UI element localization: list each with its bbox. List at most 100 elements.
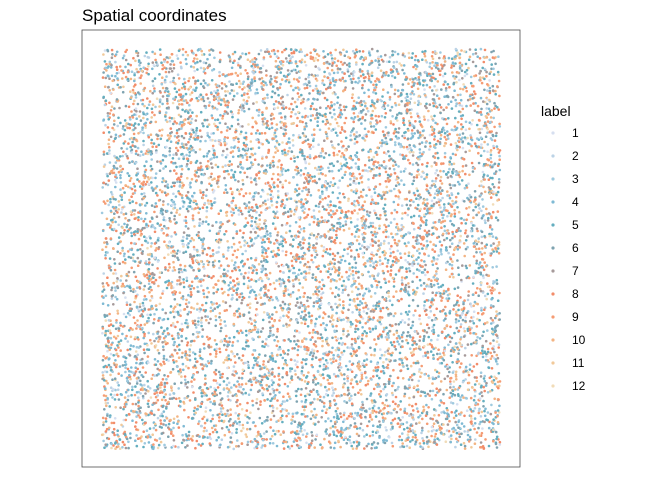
scatter-point (412, 347, 416, 351)
scatter-point (471, 170, 475, 173)
scatter-point (343, 173, 347, 177)
scatter-point (237, 444, 240, 448)
scatter-point (254, 381, 258, 384)
scatter-point (204, 61, 208, 65)
scatter-point (213, 339, 217, 342)
scatter-point (282, 324, 285, 328)
scatter-point (289, 84, 293, 88)
scatter-point (166, 60, 169, 64)
scatter-point (123, 191, 126, 194)
scatter-point (102, 95, 105, 99)
scatter-point (334, 387, 337, 391)
scatter-point (310, 431, 314, 434)
scatter-point (457, 110, 461, 113)
scatter-point (265, 106, 268, 110)
scatter-point (477, 118, 481, 122)
scatter-point (468, 149, 471, 152)
scatter-point (176, 149, 180, 152)
scatter-point (301, 209, 305, 213)
scatter-point (483, 261, 487, 264)
scatter-point (459, 234, 463, 238)
scatter-point (475, 247, 478, 251)
scatter-point (411, 163, 415, 166)
scatter-point (137, 123, 140, 126)
scatter-point (319, 383, 323, 386)
scatter-point (486, 321, 489, 324)
scatter-point (302, 374, 306, 377)
scatter-point (233, 383, 236, 387)
scatter-point (260, 270, 264, 274)
scatter-point (251, 404, 255, 407)
scatter-point (386, 173, 390, 177)
scatter-point (124, 315, 128, 319)
scatter-point (161, 102, 164, 106)
scatter-point (287, 215, 290, 218)
scatter-point (199, 260, 203, 263)
scatter-point (203, 421, 207, 425)
scatter-point (105, 404, 108, 408)
scatter-point (358, 50, 362, 53)
scatter-point (178, 103, 181, 106)
scatter-point (379, 395, 382, 398)
scatter-point (143, 217, 147, 221)
scatter-point (191, 333, 195, 336)
scatter-point (399, 252, 402, 255)
scatter-point (350, 323, 353, 326)
scatter-point (282, 314, 285, 318)
scatter-point (188, 151, 191, 154)
scatter-point (495, 340, 499, 344)
scatter-point (188, 350, 192, 354)
scatter-point (421, 417, 424, 421)
scatter-point (270, 203, 274, 207)
scatter-point (453, 246, 457, 250)
scatter-point (263, 240, 266, 244)
scatter-point (436, 139, 440, 143)
scatter-point (416, 163, 420, 167)
scatter-point (414, 433, 417, 437)
scatter-point (363, 200, 367, 203)
scatter-point (423, 177, 426, 181)
scatter-point (375, 264, 378, 267)
scatter-point (361, 326, 364, 329)
scatter-point (452, 202, 455, 206)
scatter-point (156, 446, 160, 450)
scatter-point (221, 114, 225, 118)
scatter-point (440, 88, 443, 91)
scatter-point (300, 361, 304, 364)
scatter-point (296, 365, 299, 369)
scatter-point (407, 254, 411, 258)
scatter-point (349, 320, 353, 324)
scatter-point (122, 150, 125, 154)
scatter-points (100, 47, 502, 451)
scatter-point (303, 207, 307, 211)
scatter-point (450, 162, 454, 166)
scatter-point (460, 123, 463, 126)
scatter-point (167, 422, 171, 426)
scatter-point (483, 234, 486, 238)
scatter-point (437, 375, 440, 378)
scatter-point (163, 224, 166, 228)
scatter-point (489, 412, 493, 416)
scatter-point (487, 444, 491, 448)
scatter-point (192, 60, 195, 63)
scatter-point (148, 220, 152, 223)
scatter-point (266, 164, 269, 167)
scatter-point (112, 387, 115, 391)
scatter-point (389, 157, 393, 161)
scatter-point (138, 203, 142, 206)
scatter-point (435, 270, 438, 273)
scatter-point (154, 172, 158, 175)
scatter-point (400, 279, 404, 282)
scatter-point (472, 209, 475, 212)
scatter-point (449, 156, 452, 159)
scatter-point (291, 412, 295, 416)
scatter-point (299, 427, 303, 430)
scatter-point (181, 297, 185, 301)
scatter-point (155, 61, 158, 64)
scatter-point (262, 363, 265, 366)
scatter-point (486, 347, 490, 351)
scatter-point (310, 133, 314, 137)
scatter-point (390, 391, 394, 395)
scatter-point (270, 95, 274, 99)
scatter-point (363, 292, 367, 295)
